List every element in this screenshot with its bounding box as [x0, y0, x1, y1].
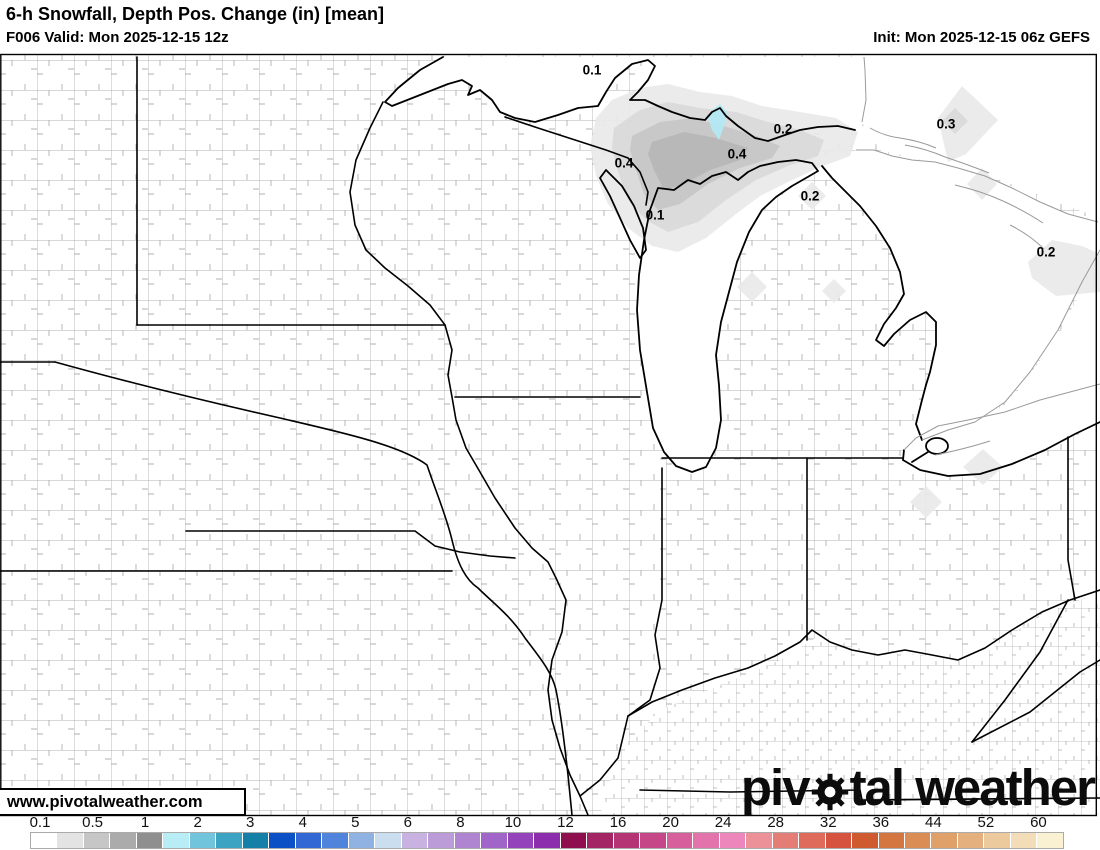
kentucky-county-grid — [600, 592, 1100, 815]
colorbar-segment — [587, 833, 613, 848]
colorbar-segment — [375, 833, 401, 848]
colorbar-segment — [481, 833, 507, 848]
map-frame — [0, 53, 1098, 817]
patch-lower-michigan-2 — [822, 279, 846, 303]
lake-erie — [903, 384, 1100, 476]
colorbar-segment — [560, 833, 587, 848]
colorbar-segment — [825, 833, 852, 848]
colorbar-tick-label: 5 — [351, 814, 360, 831]
colorbar-segment — [957, 833, 984, 848]
colorbar-segment — [242, 833, 269, 848]
colorbar-segment — [163, 833, 189, 848]
colorbar-tick-label: 3 — [246, 814, 255, 831]
us-coastlines — [384, 56, 1100, 477]
patch-ontario-mid — [967, 168, 997, 200]
colorbar-tick-label: 6 — [403, 814, 413, 831]
pivotal-weather-logo: piv tal weather — [740, 759, 1096, 816]
patch-lake-erie-1 — [963, 449, 1003, 485]
page-title: 6-h Snowfall, Depth Pos. Change (in) [me… — [6, 4, 385, 24]
colorbar-segment — [799, 833, 825, 848]
colorbar-segment — [401, 833, 428, 848]
colorbar-segment — [110, 833, 136, 848]
colorbar-tick-labels: 0.1 0.5 1 2 3 4 5 6 8 10 12 16 20 24 28 32 36 44 52 60 — [30, 814, 1062, 831]
colorbar — [30, 832, 1064, 849]
watermark-box: www.pivotalweather.com — [0, 788, 246, 816]
colorbar-segment — [693, 833, 719, 848]
colorbar-segment — [904, 833, 931, 848]
colorbar-segment — [454, 833, 481, 848]
snowfall-shading — [590, 84, 1100, 518]
patch-ontario-north — [938, 86, 998, 162]
colorbar-tick-label: 2 — [193, 814, 202, 831]
colorbar-tick-label: 20 — [662, 814, 679, 831]
colorbar-tick-label: 36 — [872, 814, 890, 831]
colorbar-segment — [613, 833, 640, 848]
patch-lower-michigan-1 — [737, 272, 767, 302]
colorbar-tick-label: 24 — [714, 814, 732, 831]
colorbar-tick-label: 44 — [925, 814, 942, 831]
colorbar-segment — [269, 833, 295, 848]
colorbar-segment — [984, 833, 1010, 848]
colorbar-tick-label: 16 — [609, 814, 627, 831]
valid-time-label: F006 Valid: Mon 2025-12-15 12z — [6, 29, 229, 46]
colorbar-segment — [507, 833, 534, 848]
state-borders — [0, 56, 1100, 816]
colorbar-segment — [322, 833, 348, 848]
colorbar-segment — [31, 833, 57, 848]
contour-peak — [708, 104, 727, 140]
colorbar-tick-label: 0.5 — [82, 814, 103, 831]
colorbar-segment — [428, 833, 454, 848]
colorbar-tick-label: 4 — [298, 814, 307, 831]
watermark-text: www.pivotalweather.com — [7, 792, 203, 811]
colorbar-segment — [852, 833, 878, 848]
colorbar-segment — [348, 833, 375, 848]
logo-text-piv: piv — [740, 759, 811, 816]
init-time-label: Init: Mon 2025-12-15 06z GEFS — [873, 29, 1090, 46]
colorbar-segment — [216, 833, 242, 848]
colorbar-tick-label: 32 — [819, 814, 837, 831]
colorbar-tick-label: 28 — [767, 814, 785, 831]
colorbar-tick-label: 52 — [977, 814, 995, 831]
logo-text-tal-weather: tal weather — [849, 759, 1096, 816]
colorbar-segment — [136, 833, 163, 848]
colorbar-segment — [295, 833, 322, 848]
colorbar-tick-label: 0.1 — [29, 814, 51, 831]
colorbar-segment — [878, 833, 904, 848]
colorbar-segment — [746, 833, 772, 848]
colorbar-segment — [534, 833, 560, 848]
colorbar-tick-label: 8 — [456, 814, 465, 831]
ontario-land-south — [922, 252, 1100, 430]
colorbar-tick-label: 60 — [1030, 814, 1047, 831]
colorbar-segment — [57, 833, 83, 848]
colorbar-tick-label: 12 — [557, 814, 574, 831]
lake-huron — [822, 150, 1100, 440]
colorbar-segment — [1010, 833, 1037, 848]
colorbar-tick-label: 10 — [504, 814, 522, 831]
colorbar-segment — [931, 833, 957, 848]
patch-ontario-north-inner — [942, 108, 968, 134]
colorbar-segment — [83, 833, 110, 848]
colorbar-segment — [719, 833, 746, 848]
canada-coastlines — [856, 56, 1100, 456]
contour-0p4 — [648, 132, 748, 190]
colorbar-segment — [666, 833, 693, 848]
colorbar-segment — [189, 833, 216, 848]
colorbar-segment — [1037, 833, 1063, 848]
colorbar-segment — [640, 833, 666, 848]
patch-up-southeast — [798, 182, 826, 210]
colorbar-tick-label: 1 — [140, 814, 150, 831]
patch-lake-erie-2 — [910, 486, 942, 518]
gear-icon — [811, 773, 848, 810]
colorbar-segment — [772, 833, 799, 848]
